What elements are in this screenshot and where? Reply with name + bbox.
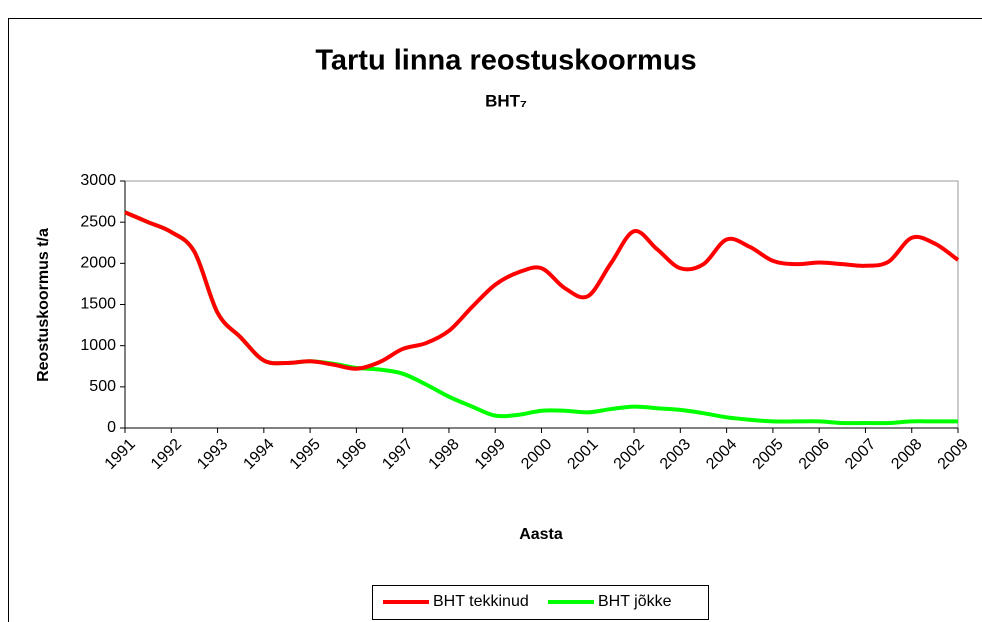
chart-subtitle: BHT₇	[485, 91, 527, 110]
y-tick-label: 500	[89, 378, 116, 395]
y-tick-label: 2500	[80, 213, 116, 230]
y-tick-label: 1000	[80, 337, 116, 354]
x-axis-label: Aasta	[519, 526, 563, 543]
legend-label: BHT jõkke	[598, 593, 672, 610]
y-tick-label: 3000	[80, 172, 116, 189]
y-tick-label: 0	[107, 419, 116, 436]
y-tick-label: 1500	[80, 296, 116, 313]
chart-frame	[8, 18, 982, 622]
y-axis-label: Reostuskoormus t/a	[35, 228, 52, 382]
chart-title: Tartu linna reostuskoormus	[315, 45, 696, 77]
legend-label: BHT tekkinud	[433, 593, 529, 610]
data-line	[124, 210, 960, 371]
y-tick-label: 2000	[80, 255, 116, 272]
